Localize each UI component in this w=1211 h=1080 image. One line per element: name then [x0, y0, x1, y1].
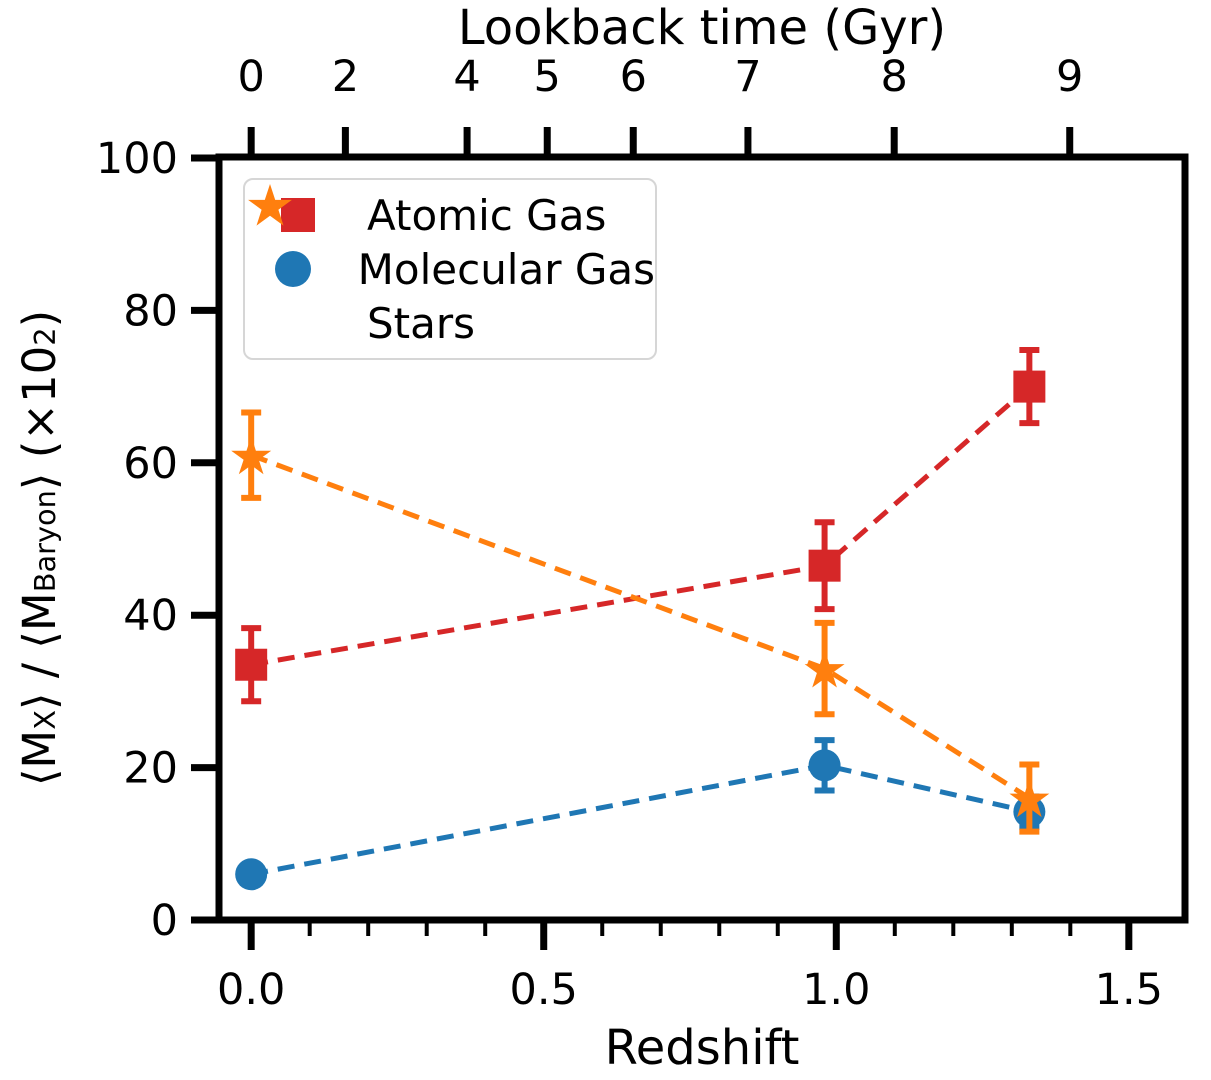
x-axis-title: Redshift	[604, 1020, 800, 1076]
legend-label: Atomic Gas	[367, 190, 607, 240]
circle-marker-icon	[275, 251, 312, 287]
legend-item-stars: Stars	[248, 184, 655, 349]
y-axis-title-subscript: Baryon	[28, 490, 62, 593]
plot-border	[215, 153, 1189, 924]
legend-item-atomic-gas: Atomic Gas	[265, 189, 655, 241]
data-point-stars	[804, 649, 845, 688]
y-axis-title-part: ⟨M	[13, 729, 66, 787]
y-axis-title-superscript: 2	[28, 327, 62, 346]
y-axis-title-part: ⟩ / ⟨M	[13, 592, 66, 711]
data-point-stars	[1009, 779, 1050, 818]
y-axis-title: ⟨MX⟩ / ⟨MBaryon⟩ (×102)	[9, 148, 71, 948]
top-axis-tick-label: 6	[620, 52, 647, 102]
top-axis-tick-label: 2	[332, 52, 359, 102]
y-axis-title-subscript: X	[28, 710, 62, 730]
star-marker-icon	[248, 184, 292, 226]
legend: Atomic Gas Molecular Gas Stars	[243, 178, 657, 360]
top-axis-tick-label: 9	[1056, 52, 1083, 102]
series-line-atomic-gas	[250, 384, 1032, 668]
x-axis-tick-label: 0.5	[510, 965, 578, 1015]
y-axis-title-part: )	[13, 309, 66, 328]
star-marker-shape	[248, 184, 292, 226]
legend-marker-box	[265, 251, 322, 287]
data-point-atomic-gas	[235, 648, 268, 681]
data-point-atomic-gas	[808, 549, 841, 582]
y-axis-tick-label: 60	[123, 439, 178, 489]
legend-item-molecular-gas: Molecular Gas	[265, 243, 655, 295]
y-axis-tick-label: 0	[151, 896, 178, 946]
y-axis-tick-label: 20	[123, 744, 178, 794]
top-axis-tick-label: 0	[238, 52, 265, 102]
top-axis-title: Lookback time (Gyr)	[457, 0, 947, 56]
series-line-stars	[250, 452, 1031, 801]
data-point-molecular-gas	[808, 749, 841, 782]
x-axis-tick-label: 0.0	[217, 965, 285, 1015]
data-point-atomic-gas	[1013, 370, 1046, 403]
series-line-molecular-gas	[250, 762, 1030, 877]
y-axis-tick-label: 40	[123, 591, 178, 641]
y-axis-title-part: ⟩ (×10	[13, 345, 66, 491]
legend-label: Molecular Gas	[357, 244, 655, 294]
top-axis-tick-label: 8	[881, 52, 908, 102]
data-point-stars	[231, 436, 272, 475]
top-axis-tick-label: 7	[734, 52, 761, 102]
y-axis-tick-label: 80	[123, 286, 178, 336]
top-axis-tick-label: 5	[534, 52, 561, 102]
y-axis-tick-label: 100	[96, 134, 178, 184]
x-axis-tick-label: 1.0	[802, 965, 870, 1015]
data-point-molecular-gas	[235, 858, 268, 891]
legend-label: Stars	[367, 298, 476, 348]
top-axis-tick-label: 4	[453, 52, 480, 102]
x-axis-tick-label: 1.5	[1095, 965, 1163, 1015]
